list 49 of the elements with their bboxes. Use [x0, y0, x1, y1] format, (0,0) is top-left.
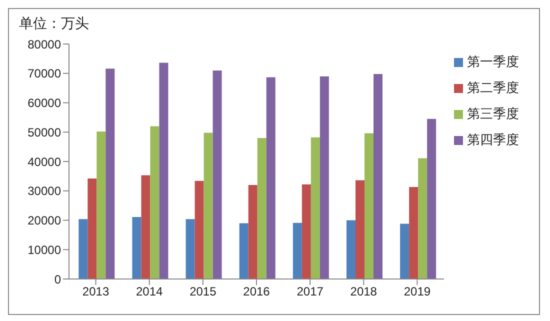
x-tick-label: 2018 — [350, 284, 378, 299]
bar — [302, 184, 311, 279]
bar — [204, 132, 213, 279]
y-tick-label: 50000 — [28, 125, 62, 140]
bar — [186, 219, 195, 279]
bar — [88, 178, 97, 279]
bar — [266, 77, 276, 279]
bar — [320, 76, 329, 279]
bar — [356, 180, 364, 279]
y-tick-label: 60000 — [28, 96, 62, 110]
bar — [400, 224, 410, 279]
bar — [374, 74, 382, 279]
chart-title: 单位：万头 — [19, 15, 89, 33]
x-tick-label: 2015 — [190, 284, 217, 299]
bar — [239, 223, 248, 279]
bar — [159, 62, 168, 279]
bar — [427, 118, 436, 279]
x-tick-label: 2019 — [404, 284, 431, 299]
bar — [212, 70, 222, 279]
bar — [418, 158, 428, 279]
y-tick-label: 30000 — [28, 184, 62, 198]
bar — [292, 222, 302, 279]
bar — [150, 126, 160, 279]
x-tick-label: 2017 — [296, 284, 324, 299]
legend-label: 第一季度 — [467, 54, 519, 69]
bar — [257, 138, 266, 279]
bar — [78, 219, 88, 279]
bar — [248, 185, 258, 279]
bar — [310, 137, 320, 279]
bar — [346, 220, 356, 279]
bar — [409, 187, 418, 279]
legend-label: 第二季度 — [467, 80, 519, 95]
x-tick-label: 2016 — [243, 284, 270, 299]
bar — [141, 175, 150, 279]
y-tick-label: 10000 — [28, 242, 62, 257]
y-tick-label: 80000 — [28, 37, 62, 52]
y-tick-label: 40000 — [28, 154, 62, 169]
y-tick-label: 20000 — [28, 214, 62, 228]
y-tick-label: 0 — [54, 272, 62, 286]
bar — [96, 132, 106, 279]
bar — [132, 217, 142, 279]
x-tick-label: 2013 — [82, 284, 110, 299]
legend-label: 第四季度 — [467, 132, 519, 147]
legend-label: 第三季度 — [467, 106, 519, 121]
bar — [106, 68, 115, 279]
x-tick-label: 2014 — [136, 284, 164, 299]
bar — [364, 133, 374, 279]
y-tick-label: 70000 — [28, 66, 62, 81]
bar — [194, 180, 204, 279]
